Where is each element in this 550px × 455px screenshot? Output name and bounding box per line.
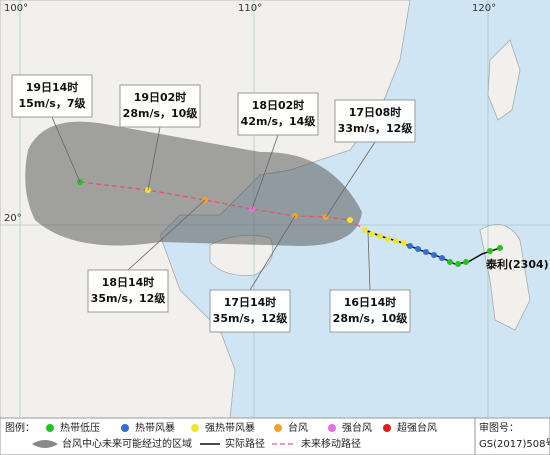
callout-time: 17日14时 bbox=[224, 295, 277, 309]
legend-label: 热带风暴 bbox=[135, 421, 175, 434]
track-point bbox=[487, 248, 493, 254]
track-point bbox=[431, 252, 437, 258]
forecast-track bbox=[79, 181, 366, 231]
callout-box bbox=[237, 92, 319, 136]
legend-swatch bbox=[328, 424, 336, 432]
callout-box bbox=[209, 289, 291, 333]
track-point bbox=[415, 246, 421, 252]
callout-detail: 28m/s，10级 bbox=[123, 106, 199, 120]
legend-cone: 台风中心未来可能经过的区域 bbox=[62, 437, 192, 450]
callout-detail: 33m/s，12级 bbox=[338, 121, 414, 135]
lon-label: 100° bbox=[4, 3, 28, 14]
typhoon-name: 泰利(2304) bbox=[485, 257, 549, 271]
callout-box bbox=[334, 99, 416, 143]
callout-time: 19日14时 bbox=[26, 80, 79, 94]
callout-leader bbox=[367, 231, 371, 291]
callout-time: 16日14时 bbox=[344, 295, 397, 309]
track-point bbox=[455, 261, 461, 267]
track-point bbox=[377, 233, 383, 239]
track-point bbox=[393, 238, 399, 244]
legend-title: 图例： bbox=[5, 421, 35, 434]
approval-number: GS(2017)508号 bbox=[479, 438, 550, 450]
callout-box bbox=[119, 84, 201, 128]
forecast-cone bbox=[25, 121, 362, 246]
callout-time: 18日14时 bbox=[102, 275, 155, 289]
legend-swatch bbox=[274, 424, 282, 432]
track-point bbox=[439, 255, 445, 261]
track-point bbox=[463, 259, 469, 265]
approval-label: 审图号： bbox=[479, 421, 519, 434]
legend-actual: 实际路径 bbox=[225, 437, 265, 450]
legend-label: 台风 bbox=[288, 421, 308, 434]
track-point bbox=[401, 240, 407, 246]
legend-label: 热带低压 bbox=[60, 421, 100, 434]
callout-leader bbox=[147, 126, 161, 191]
legend-swatch bbox=[191, 424, 199, 432]
callout-leader bbox=[251, 134, 279, 210]
track-point bbox=[447, 259, 453, 265]
lat-label: 20° bbox=[4, 213, 22, 224]
track-point bbox=[385, 236, 391, 242]
legend-label: 强台风 bbox=[342, 421, 372, 434]
legend-swatch bbox=[383, 424, 391, 432]
callout-detail: 35m/s，12级 bbox=[213, 311, 289, 325]
forecast-point bbox=[347, 217, 353, 223]
legend-swatch bbox=[46, 424, 54, 432]
callout-leader bbox=[325, 141, 376, 218]
callout-box bbox=[329, 289, 411, 333]
track-point bbox=[497, 245, 503, 251]
callout-box bbox=[11, 74, 93, 118]
track-point bbox=[362, 227, 368, 233]
track-point bbox=[407, 243, 413, 249]
track-point bbox=[423, 249, 429, 255]
callout-leader bbox=[249, 215, 296, 291]
callout-leader bbox=[127, 199, 206, 271]
callout-detail: 42m/s，14级 bbox=[241, 114, 317, 128]
callout-detail: 35m/s，12级 bbox=[91, 291, 167, 305]
track-point bbox=[369, 231, 375, 237]
callout-detail: 28m/s，10级 bbox=[333, 311, 409, 325]
legend-label: 超强台风 bbox=[397, 421, 437, 434]
lon-label: 110° bbox=[238, 3, 262, 14]
callout-time: 17日08时 bbox=[349, 105, 402, 119]
callout-time: 18日02时 bbox=[252, 98, 305, 112]
callout-time: 19日02时 bbox=[134, 90, 187, 104]
legend-swatch bbox=[121, 424, 129, 432]
legend-cone-swatch bbox=[32, 440, 58, 448]
lon-label: 120° bbox=[472, 3, 496, 14]
legend-label: 强热带风暴 bbox=[205, 421, 255, 434]
legend-forecast: 未来移动路径 bbox=[301, 437, 361, 450]
legend-box bbox=[0, 417, 550, 455]
callout-leader bbox=[51, 116, 81, 183]
callout-box bbox=[87, 269, 169, 313]
callout-detail: 15m/s，7级 bbox=[19, 96, 87, 110]
